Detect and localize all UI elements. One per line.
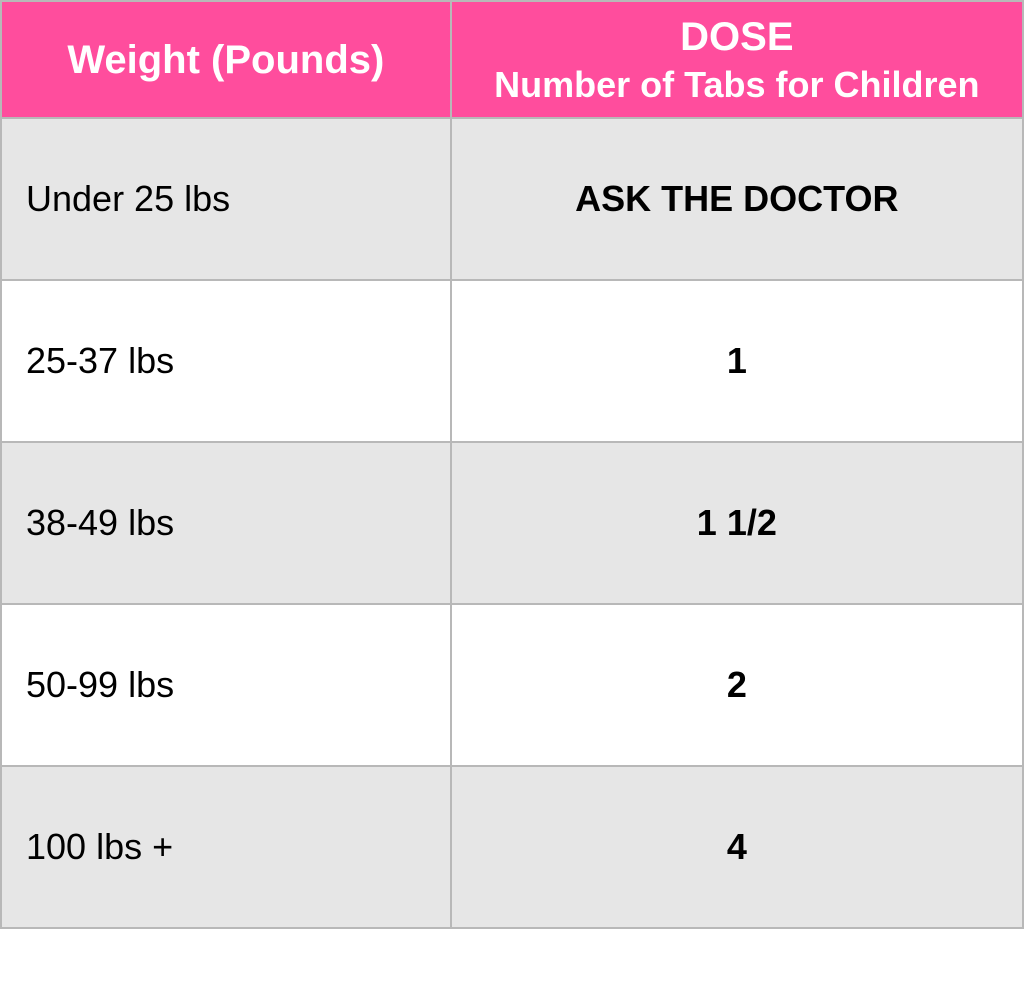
dose-cell: 1 xyxy=(451,280,1023,442)
table-row: Under 25 lbs ASK THE DOCTOR xyxy=(1,118,1023,280)
weight-cell: Under 25 lbs xyxy=(1,118,451,280)
weight-cell: 50-99 lbs xyxy=(1,604,451,766)
weight-cell: 100 lbs + xyxy=(1,766,451,928)
weight-column-header: Weight (Pounds) xyxy=(1,1,451,118)
table-row: 100 lbs + 4 xyxy=(1,766,1023,928)
table-row: 50-99 lbs 2 xyxy=(1,604,1023,766)
dose-cell: ASK THE DOCTOR xyxy=(451,118,1023,280)
dose-cell: 1 1/2 xyxy=(451,442,1023,604)
table-header-row: Weight (Pounds) DOSE Number of Tabs for … xyxy=(1,1,1023,118)
dosage-table: Weight (Pounds) DOSE Number of Tabs for … xyxy=(0,0,1024,929)
weight-cell: 38-49 lbs xyxy=(1,442,451,604)
dose-column-header: DOSE Number of Tabs for Children xyxy=(451,1,1023,118)
table-row: 25-37 lbs 1 xyxy=(1,280,1023,442)
dose-cell: 2 xyxy=(451,604,1023,766)
weight-cell: 25-37 lbs xyxy=(1,280,451,442)
dosage-table-container: Weight (Pounds) DOSE Number of Tabs for … xyxy=(0,0,1024,929)
dose-header-main: DOSE xyxy=(460,12,1014,62)
table-row: 38-49 lbs 1 1/2 xyxy=(1,442,1023,604)
dose-cell: 4 xyxy=(451,766,1023,928)
dose-header-sub: Number of Tabs for Children xyxy=(460,62,1014,107)
